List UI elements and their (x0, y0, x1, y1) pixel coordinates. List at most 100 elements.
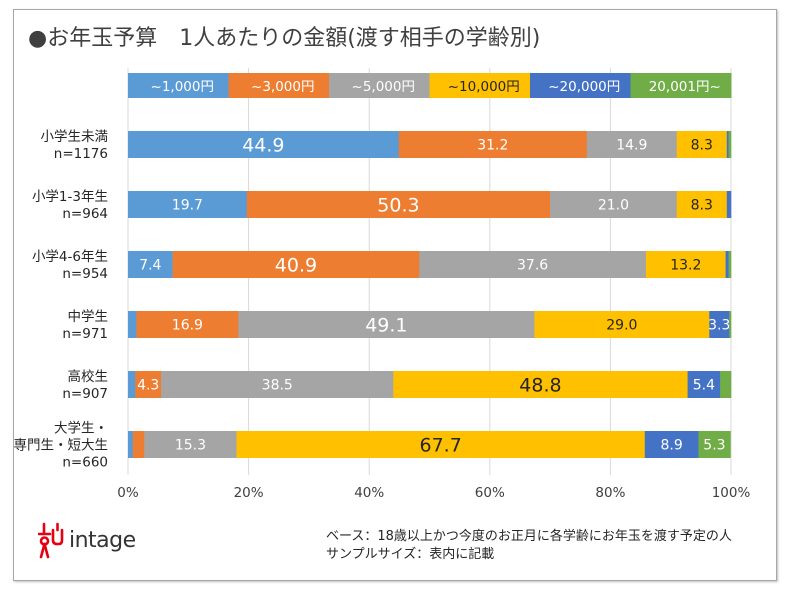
data-label: 8.3 (691, 138, 713, 154)
bar-segment (419, 251, 647, 278)
bar-segment (132, 431, 145, 458)
x-tick-label: 0% (117, 485, 139, 501)
legend-swatch (228, 73, 330, 98)
data-label: 8.9 (660, 438, 682, 454)
legend-label: ~5,000円 (352, 79, 415, 95)
x-axis-ticks: 0% 20% 40% 60% 80% 100% (117, 485, 750, 501)
category-sample-size: n=1176 (54, 146, 108, 162)
data-label: 16.9 (172, 318, 203, 334)
bar-segment (676, 131, 728, 158)
bar-segment (128, 251, 173, 278)
data-label: 50.3 (377, 195, 419, 217)
data-label: 21.0 (598, 198, 629, 214)
category-label: 中学生 (68, 309, 109, 325)
bar-segment (728, 251, 732, 278)
data-label: 49.1 (365, 315, 407, 337)
data-label: 37.6 (517, 258, 548, 274)
data-label: 19.7 (172, 198, 203, 214)
bar-segment (720, 371, 732, 398)
bar-segment (729, 311, 732, 338)
category-label: 高校生 (68, 368, 109, 385)
data-label: 8.3 (691, 198, 713, 214)
legend-label: ~20,000円 (548, 79, 620, 95)
bars: 44.9 31.2 14.9 8.3 19.7 50.3 21.0 8.3 7.4 40.9 37.… (128, 131, 732, 458)
bar-segment (725, 251, 729, 278)
bar-segment (128, 371, 136, 398)
bar-segment (393, 371, 688, 398)
data-label: 5.4 (693, 378, 715, 394)
category-label: 小学4-6年生 (32, 249, 108, 265)
category-sample-size: n=907 (62, 386, 108, 402)
bar-segment (709, 311, 730, 338)
bar-segment (398, 131, 588, 158)
bar-segment (586, 131, 678, 158)
data-label: 38.5 (262, 378, 293, 394)
chart-frame (13, 9, 777, 581)
legend-swatch (128, 73, 229, 98)
bar-segment (246, 191, 551, 218)
data-label: 67.7 (419, 435, 461, 457)
bar-segment (128, 131, 400, 158)
bar-segment (128, 431, 134, 458)
category-sample-size: n=964 (62, 206, 108, 222)
legend-label: ~10,000円 (448, 79, 520, 95)
x-tick-label: 40% (354, 485, 384, 501)
chart-title: ●お年玉予算 1人あたりの金額(渡す相手の学齢別) (28, 26, 541, 51)
bar-segment (161, 371, 394, 398)
data-label: 31.2 (477, 138, 508, 154)
x-tick-label: 20% (234, 485, 264, 501)
bar-segment (236, 431, 646, 458)
category-label: 小学生未満 (41, 129, 109, 145)
data-label: 40.9 (275, 255, 317, 277)
intage-logo: intage (38, 520, 136, 560)
bar-segment (238, 311, 535, 338)
legend-label: ~3,000円 (251, 79, 314, 95)
data-label: 5.3 (703, 438, 725, 454)
bar-segment (726, 131, 729, 158)
footnote-sample-size: サンプルサイズ：表内に記載 (326, 547, 495, 562)
data-label: 48.8 (519, 375, 561, 397)
data-label: 14.9 (616, 138, 647, 154)
legend-swatch (329, 73, 430, 98)
bar-segment (128, 191, 248, 218)
data-label: 15.3 (175, 438, 206, 454)
x-tick-label: 60% (475, 485, 505, 501)
bar-segment (728, 131, 732, 158)
bar-segment (676, 191, 728, 218)
data-label: 44.9 (242, 135, 284, 157)
category-label: 小学1-3年生 (32, 189, 108, 205)
bar-segment (726, 191, 732, 218)
category-sample-size: n=954 (62, 266, 108, 282)
intage-logo-text: intage (69, 527, 136, 553)
data-label: 4.3 (137, 378, 159, 394)
legend-swatch (630, 73, 732, 98)
bar-segment (534, 311, 710, 338)
x-tick-label: 80% (595, 485, 625, 501)
data-label: 13.2 (670, 258, 701, 274)
legend: ~1,000円 ~3,000円 ~5,000円 ~10,000円 ~20,000円 20,… (128, 73, 732, 98)
bar-segment (144, 431, 237, 458)
legend-swatch (530, 73, 631, 98)
category-label: 大学生・ (54, 421, 108, 437)
footnotes: ベース：18歳以上かつ今度のお正月に各学齢にお年玉を渡す予定の人 サンプルサイズ… (326, 528, 732, 564)
legend-label: 20,001円~ (649, 79, 721, 95)
category-labels: 小学生未満n=1176小学1-3年生n=964小学4-6年生n=954中学生n=… (14, 129, 109, 471)
bar-segment (645, 251, 726, 278)
category-sample-size: n=660 (62, 455, 108, 471)
footnote-base: ベース：18歳以上かつ今度のお正月に各学齢にお年玉を渡す予定の人 (326, 529, 732, 544)
bar-segment (172, 251, 420, 278)
category-label: 専門生・短大生 (14, 438, 109, 454)
bar-segment (550, 191, 678, 218)
data-label: 29.0 (606, 318, 637, 334)
legend-label: ~1,000円 (151, 79, 214, 95)
data-label: 7.4 (139, 258, 161, 274)
category-sample-size: n=971 (62, 326, 108, 342)
bar-segment (135, 371, 162, 398)
legend-swatch (429, 73, 531, 98)
bar-segment (136, 311, 239, 338)
bar-segment (698, 431, 731, 458)
intage-logo-mark-icon (38, 522, 64, 559)
bar-segment (128, 311, 137, 338)
data-label: 3.3 (708, 318, 730, 334)
